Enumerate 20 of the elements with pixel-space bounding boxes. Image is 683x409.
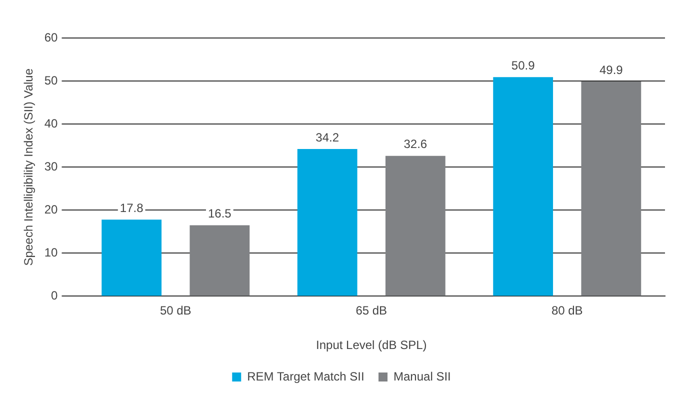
y-tick-label: 50 [44,73,58,88]
x-axis-title: Input Level (dB SPL) [316,338,427,352]
data-label: 34.2 [316,130,340,144]
data-label: 16.5 [208,206,232,221]
y-tick-label: 20 [44,202,58,216]
y-tick-label: 60 [44,30,58,44]
data-label: 32.6 [404,137,428,152]
y-tick-label: 0 [51,288,58,303]
y-axis-title: Speech Intelligibility Index (SII) Value [22,68,36,266]
x-tick-label: 80 dB [551,304,583,318]
x-tick-label: 50 dB [160,304,192,318]
data-label: 17.8 [120,200,144,215]
y-tick-label: 10 [44,245,58,260]
legend-label: REM Target Match SII [247,369,364,384]
data-label: 50.9 [511,58,536,72]
legend-label: Manual SII [394,369,451,384]
y-tick-label: 30 [44,159,58,174]
x-tick-label: 65 dB [356,304,388,318]
y-tick-label: 40 [44,116,58,130]
data-label: 49.9 [599,62,624,77]
